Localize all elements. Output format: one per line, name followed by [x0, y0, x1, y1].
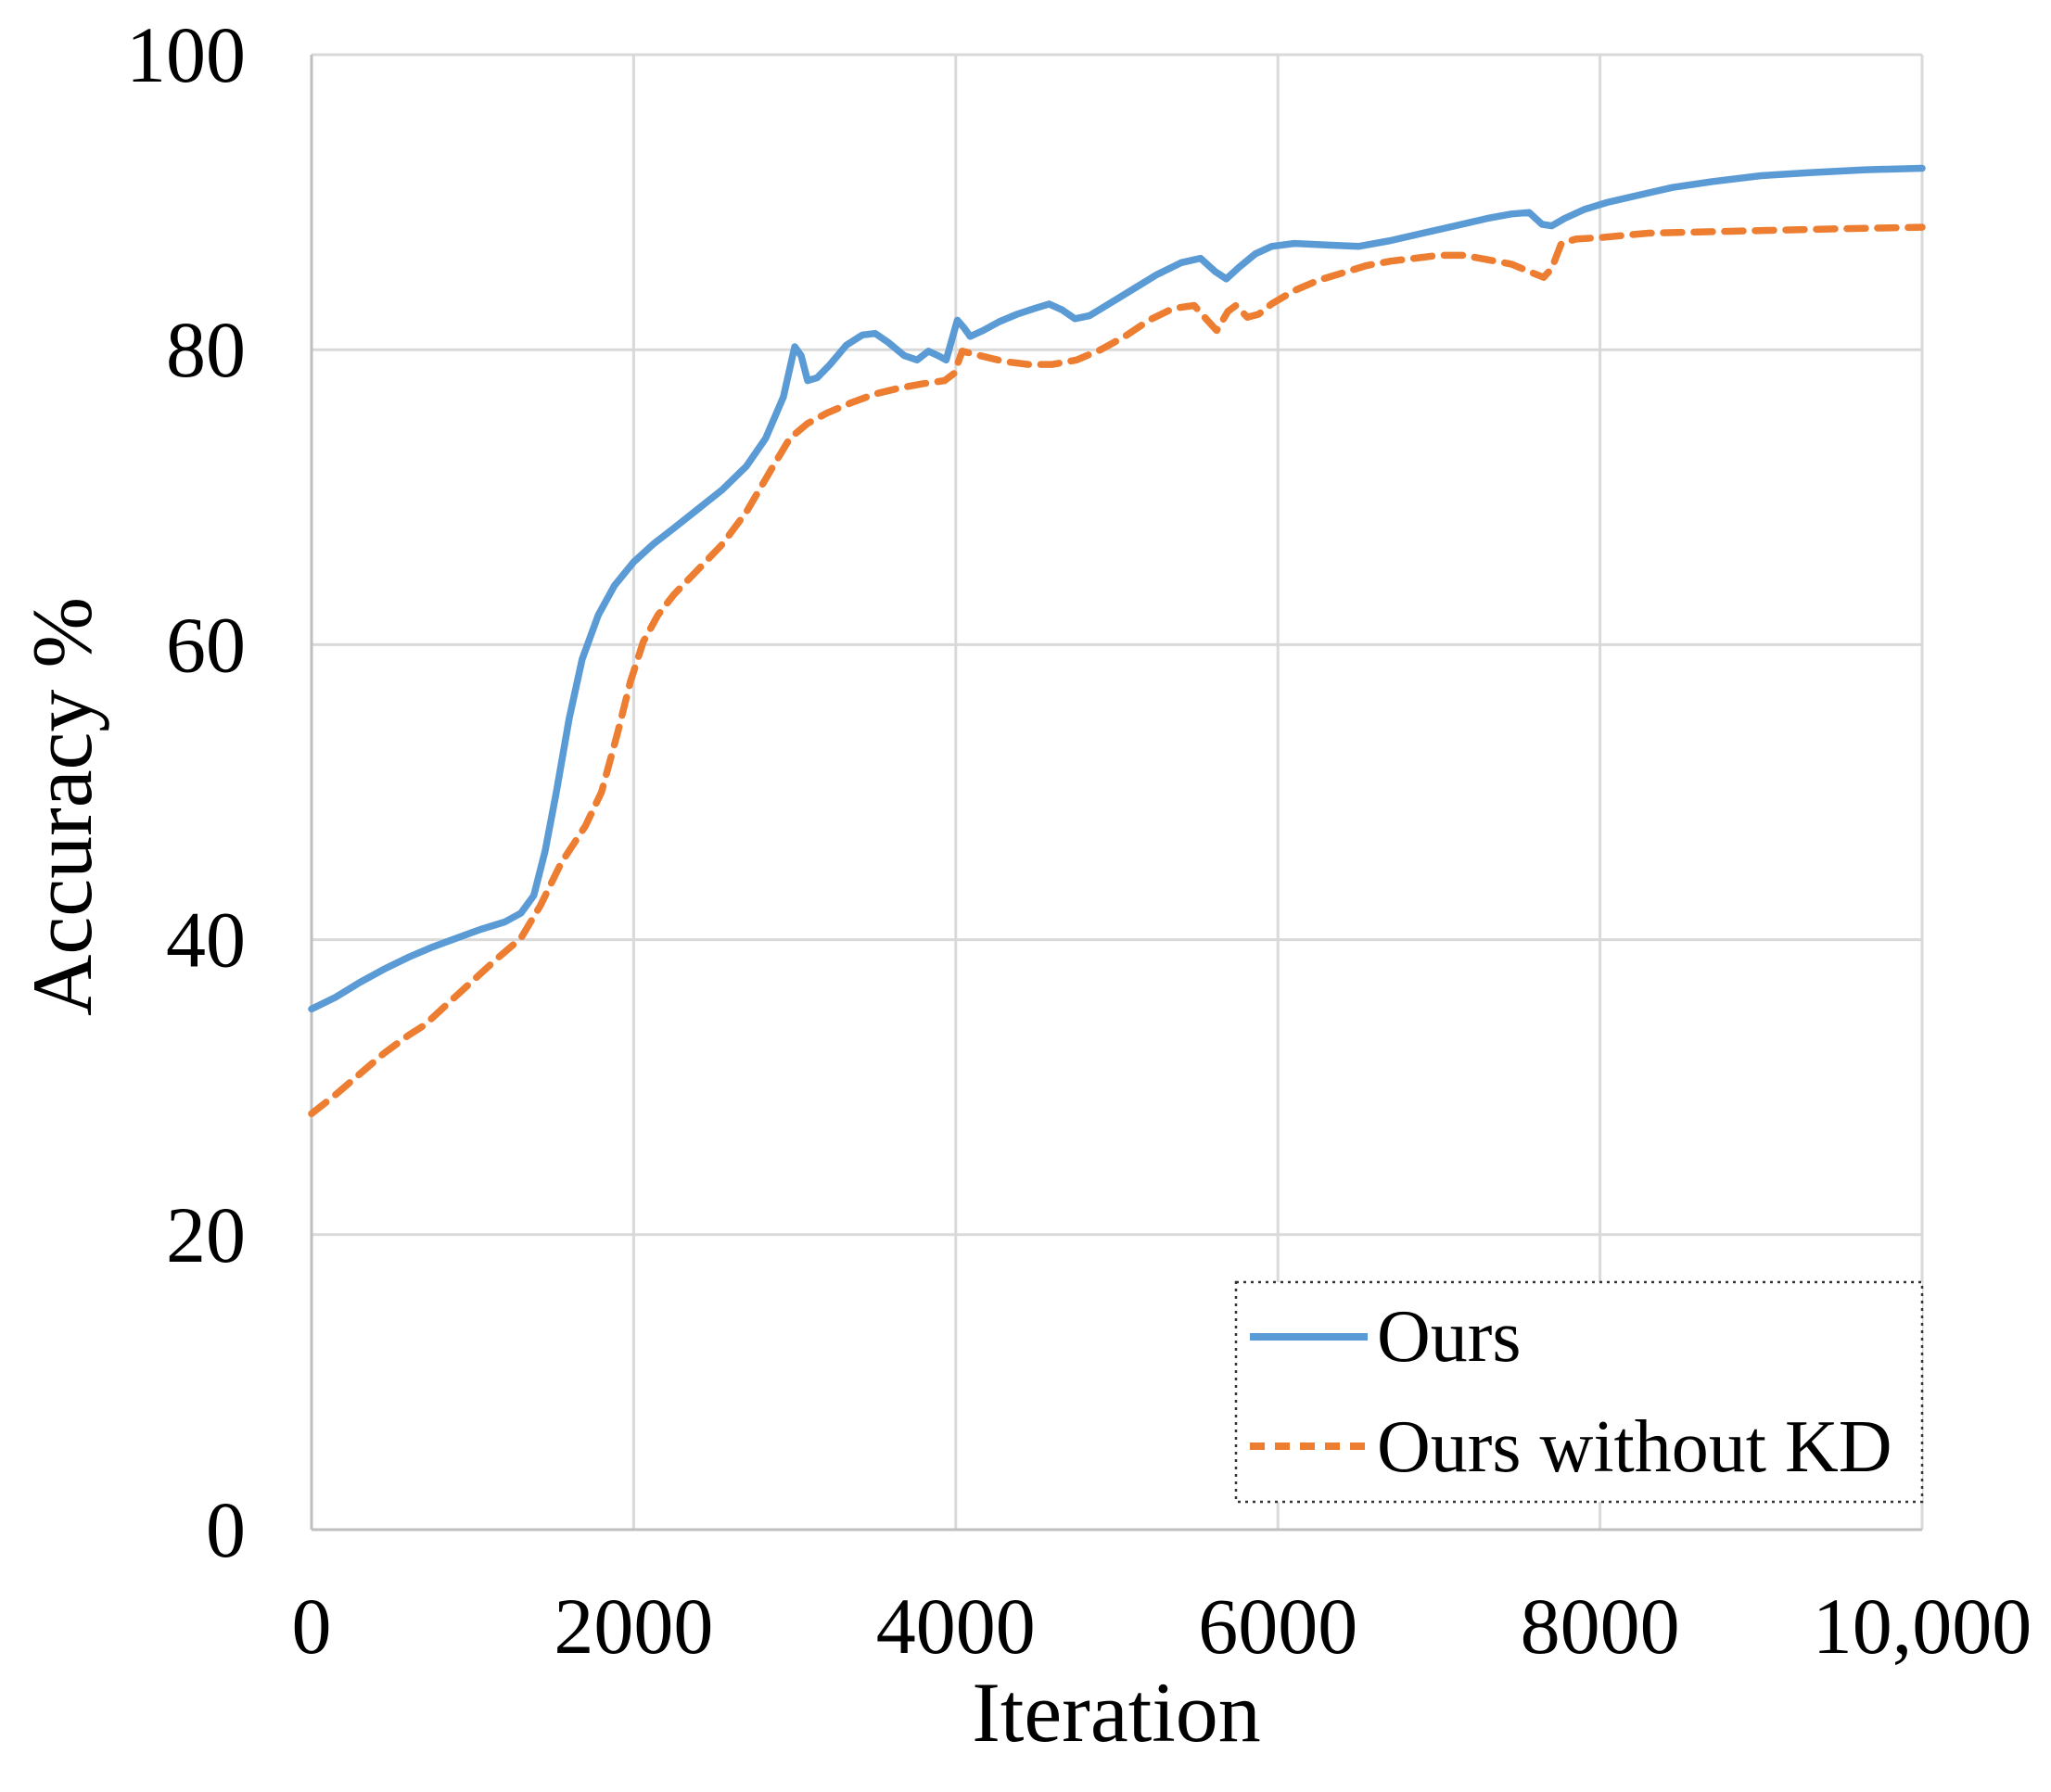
x-tick-label: 6000	[1198, 1582, 1357, 1671]
series-lines	[308, 164, 1926, 1118]
x-axis-title: Iteration	[972, 1665, 1261, 1760]
legend: Ours Ours without KD	[1234, 1280, 1924, 1504]
legend-label-ours: Ours	[1377, 1296, 1522, 1378]
y-tick-label: 20	[166, 1190, 246, 1279]
axis-lines	[310, 55, 1922, 1531]
y-tick-label: 80	[166, 305, 246, 394]
y-axis-tick-labels: 100 80 60 40 20 0	[126, 10, 246, 1574]
series-line-0	[308, 164, 1926, 1013]
y-tick-label: 40	[166, 896, 246, 985]
y-tick-label: 100	[126, 10, 246, 99]
legend-label-ours-without-kd: Ours without KD	[1377, 1406, 1892, 1488]
y-axis-title: Accuracy %	[15, 597, 109, 1016]
x-axis-tick-labels: 0 2000 4000 6000 8000 10,000	[292, 1582, 2032, 1671]
x-tick-label: 8000	[1521, 1582, 1680, 1671]
y-tick-label: 60	[166, 600, 246, 689]
x-tick-label: 10,000	[1813, 1582, 2032, 1671]
y-tick-label: 0	[206, 1485, 246, 1574]
x-tick-label: 2000	[554, 1582, 713, 1671]
x-tick-label: 0	[292, 1582, 332, 1671]
x-tick-label: 4000	[876, 1582, 1036, 1671]
legend-border	[1234, 1280, 1924, 1504]
series-line-1	[308, 223, 1926, 1118]
